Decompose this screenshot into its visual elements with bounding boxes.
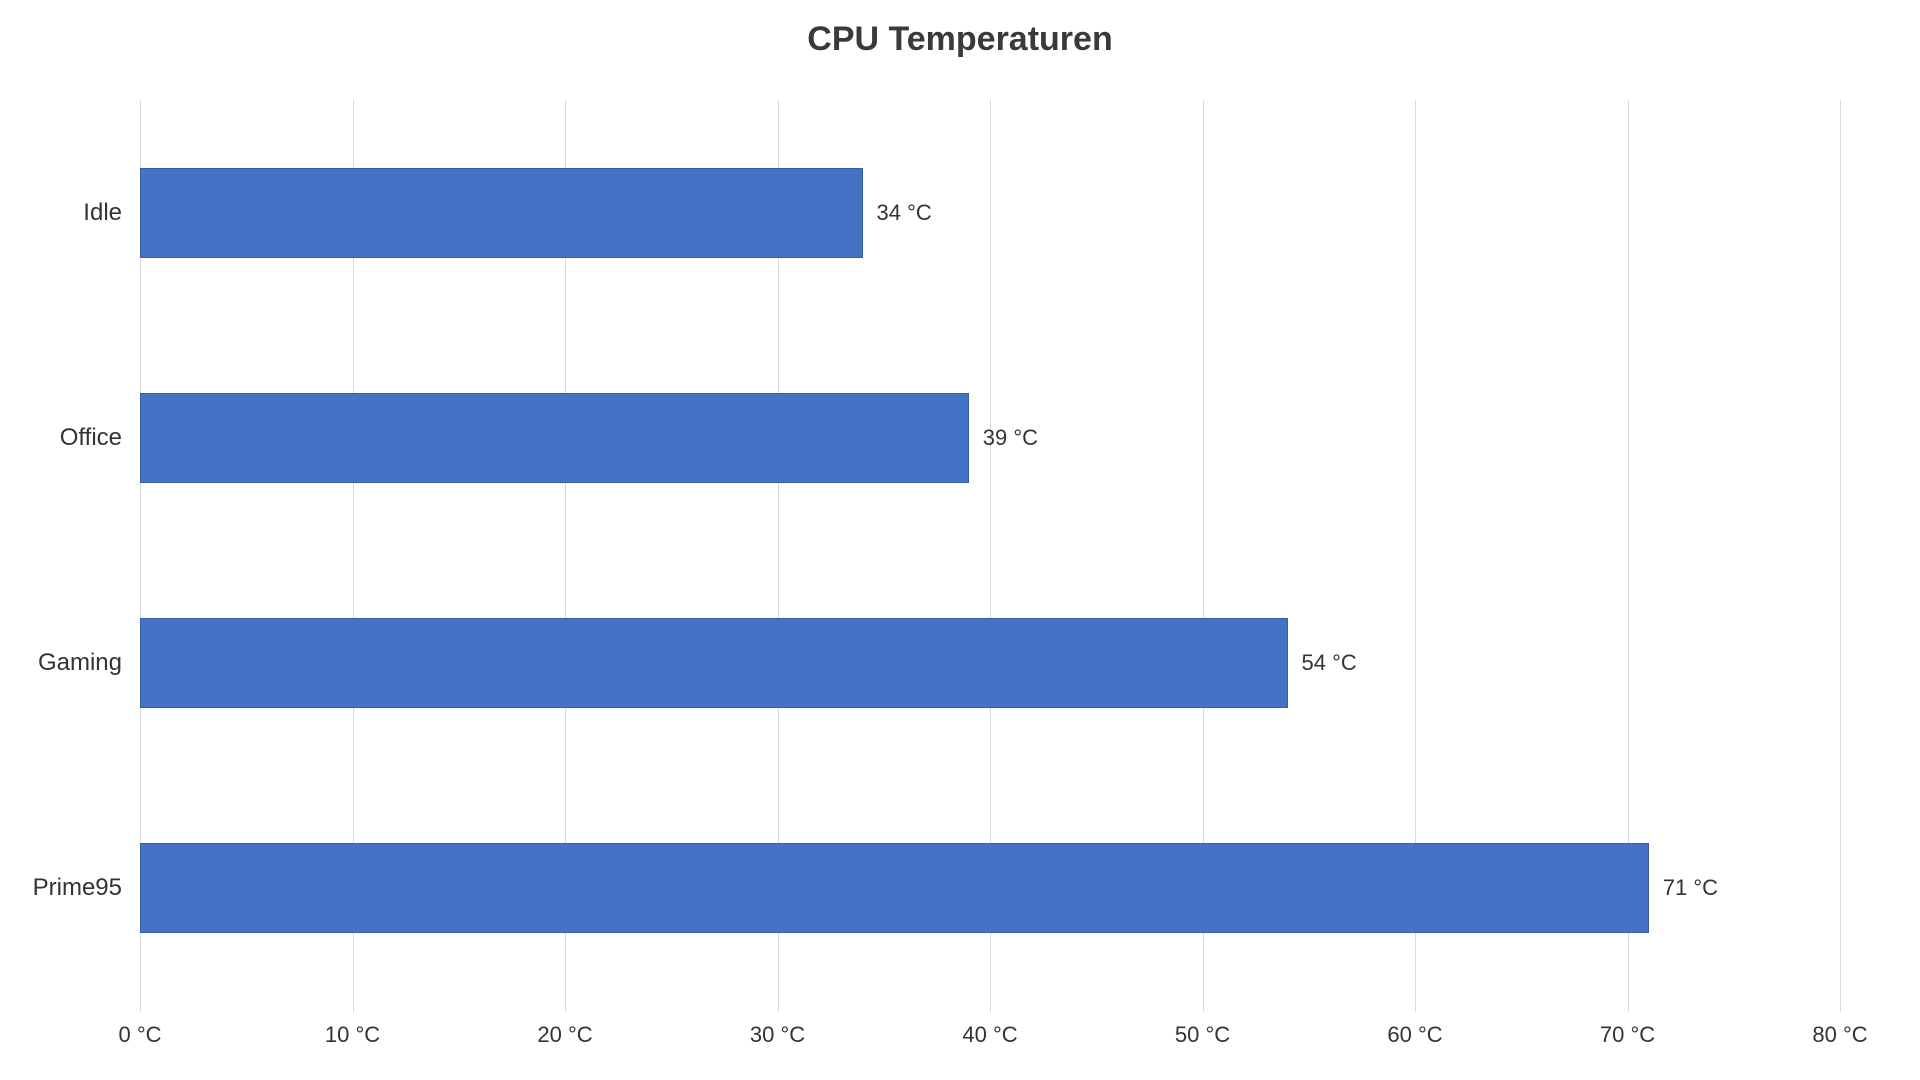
x-tick-label: 30 °C <box>750 1022 805 1048</box>
x-tick-label: 40 °C <box>962 1022 1017 1048</box>
x-tick-mark <box>778 1000 779 1012</box>
bar-value-label: 71 °C <box>1663 875 1718 901</box>
bar <box>140 843 1649 933</box>
bar <box>140 393 969 483</box>
gridline <box>1840 100 1841 1000</box>
x-tick-label: 10 °C <box>325 1022 380 1048</box>
bar-value-label: 54 °C <box>1302 650 1357 676</box>
x-tick-label: 0 °C <box>118 1022 161 1048</box>
plot-area: 0 °C10 °C20 °C30 °C40 °C50 °C60 °C70 °C8… <box>140 100 1840 1000</box>
x-tick-mark <box>353 1000 354 1012</box>
cpu-temperature-chart: CPU Temperaturen 0 °C10 °C20 °C30 °C40 °… <box>0 0 1920 1080</box>
x-tick-label: 50 °C <box>1175 1022 1230 1048</box>
bar <box>140 618 1288 708</box>
x-tick-label: 70 °C <box>1600 1022 1655 1048</box>
y-tick-label: Office <box>60 424 122 452</box>
x-tick-mark <box>990 1000 991 1012</box>
x-tick-label: 60 °C <box>1387 1022 1442 1048</box>
bar-value-label: 39 °C <box>983 425 1038 451</box>
x-tick-mark <box>1628 1000 1629 1012</box>
chart-title: CPU Temperaturen <box>0 20 1920 59</box>
y-tick-label: Gaming <box>38 649 122 677</box>
y-tick-label: Idle <box>83 199 122 227</box>
x-tick-mark <box>1840 1000 1841 1012</box>
x-tick-mark <box>1203 1000 1204 1012</box>
x-tick-label: 20 °C <box>537 1022 592 1048</box>
y-tick-label: Prime95 <box>33 874 122 902</box>
x-tick-mark <box>140 1000 141 1012</box>
bar-value-label: 34 °C <box>877 200 932 226</box>
x-tick-mark <box>565 1000 566 1012</box>
bar <box>140 168 863 258</box>
x-tick-mark <box>1415 1000 1416 1012</box>
x-tick-label: 80 °C <box>1812 1022 1867 1048</box>
